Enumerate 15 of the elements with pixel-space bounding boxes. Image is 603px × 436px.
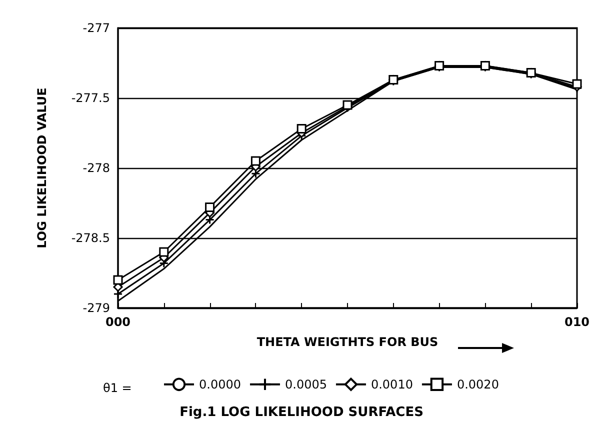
legend-label: 0.0000 xyxy=(199,377,241,392)
y-tick-label: -278 xyxy=(82,161,110,175)
legend-label: 0.0020 xyxy=(456,377,499,392)
legend-title: θ1 = xyxy=(103,381,132,395)
y-tick-label: -279 xyxy=(82,301,110,315)
x-axis-title: THETA WEIGTHTS FOR BUS xyxy=(256,335,438,349)
y-tick-label: -277.5 xyxy=(71,91,110,105)
y-axis-title: LOG LIKELIHOOD VALUE xyxy=(35,88,49,248)
legend-label: 0.0005 xyxy=(284,377,327,392)
x-tick-label: 000 xyxy=(105,315,131,329)
text: Fig.1 LOG LIKELIHOOD SURFACES xyxy=(180,405,424,420)
y-tick-label: -277 xyxy=(82,21,110,35)
x-tick-label: 010 xyxy=(564,315,590,329)
y-tick-label: -278.5 xyxy=(71,231,110,245)
legend-label: 0.0010 xyxy=(370,377,413,392)
